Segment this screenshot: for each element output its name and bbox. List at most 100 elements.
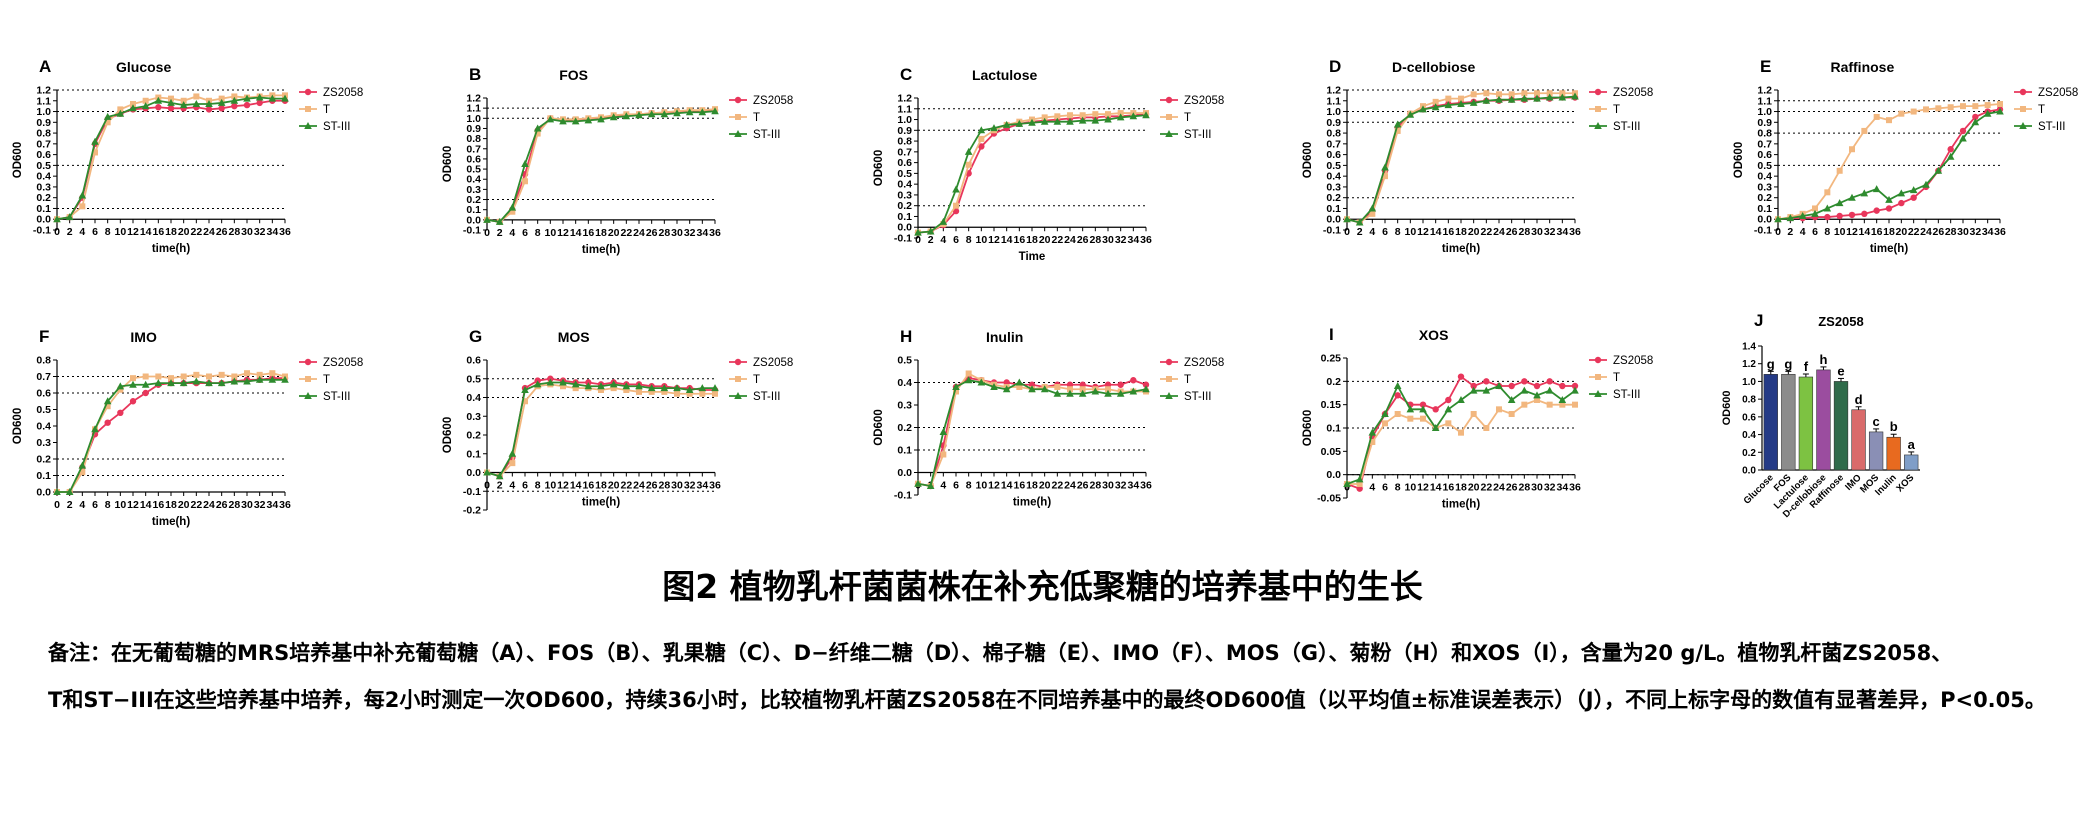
x-tick-label: 2 <box>67 499 73 511</box>
data-point <box>1861 127 1868 134</box>
x-tick-label: 30 <box>1102 234 1114 246</box>
data-point <box>584 382 593 390</box>
x-tick-label: 28 <box>1518 226 1530 238</box>
legend-entry: T <box>1184 112 1191 124</box>
legend-marker <box>735 376 741 382</box>
y-tick-label: 0.9 <box>1757 117 1772 129</box>
data-point <box>65 213 74 221</box>
data-point <box>635 382 643 390</box>
x-tick-label: 20 <box>1468 226 1480 238</box>
x-tick-label: 12 <box>988 234 1000 246</box>
y-tick-label: 0.2 <box>466 430 481 442</box>
data-point <box>1546 378 1553 385</box>
legend-marker <box>1595 106 1601 112</box>
data-point <box>509 208 516 215</box>
data-point <box>155 104 162 111</box>
y-axis-label: OD600 <box>873 409 885 445</box>
x-tick-label: 10 <box>975 480 987 492</box>
bar-XOS <box>1904 454 1919 471</box>
x-tick-label: 24 <box>203 499 215 511</box>
y-tick-label: 0.9 <box>466 123 481 135</box>
data-point <box>1558 396 1567 403</box>
data-point <box>1898 199 1905 207</box>
data-point <box>673 384 681 392</box>
y-tick-label: -0.1 <box>1323 225 1341 237</box>
x-tick-label: 0 <box>54 226 60 238</box>
data-point <box>1419 105 1427 113</box>
data-point <box>1946 152 1955 160</box>
data-point <box>1104 115 1112 123</box>
data-point <box>1356 485 1363 492</box>
data-point <box>1572 401 1578 408</box>
data-point <box>1571 382 1579 390</box>
y-tick-label: 1.0 <box>897 114 912 126</box>
data-point <box>1470 91 1477 98</box>
x-tick-label: 34 <box>1556 226 1568 238</box>
x-tick-label: 26 <box>1506 226 1518 238</box>
data-point <box>1798 212 1807 219</box>
data-point <box>129 398 137 405</box>
chart-panel-I: IXOS-0.050.00.050.10.150.20.250246810121… <box>1302 325 1653 511</box>
y-tick-label: 0.7 <box>36 371 51 383</box>
x-tick-label: 32 <box>1115 234 1127 246</box>
legend-entry: ZS2058 <box>1184 357 1224 369</box>
legend-entry: ZS2058 <box>323 87 363 99</box>
legend-marker <box>1165 130 1173 137</box>
series-line-ZS2058 <box>57 377 285 493</box>
data-point <box>117 106 124 113</box>
y-tick-label: 1.0 <box>466 113 481 125</box>
data-point <box>623 387 630 393</box>
x-tick-label: 34 <box>696 227 708 239</box>
x-tick-label: 2 <box>497 227 503 239</box>
series-line-ST-III <box>486 110 716 223</box>
data-point <box>1066 389 1074 397</box>
bar-MOS <box>1868 431 1884 471</box>
data-point <box>1420 415 1426 422</box>
data-point <box>1947 146 1954 153</box>
y-tick-label: 0.2 <box>897 200 912 212</box>
data-point <box>1116 389 1125 397</box>
data-point <box>1105 386 1111 393</box>
x-tick-label: 8 <box>1395 482 1401 494</box>
data-point <box>91 425 99 433</box>
data-point <box>660 110 669 118</box>
legend-marker <box>1166 114 1172 120</box>
x-tick-label: 8 <box>1395 226 1401 238</box>
data-point <box>1444 101 1453 109</box>
y-tick-label: 0.4 <box>1757 171 1772 183</box>
data-point <box>1910 194 1917 201</box>
x-tick-label: 34 <box>266 226 278 238</box>
data-point <box>534 130 541 137</box>
x-tick-label: 10 <box>1404 226 1416 238</box>
y-tick-label: 0.6 <box>1326 149 1341 161</box>
legend-marker <box>305 376 311 382</box>
data-point <box>990 124 998 132</box>
data-point <box>1934 166 1943 174</box>
x-tick-label: 18 <box>1883 226 1895 238</box>
y-tick-label: -0.05 <box>1317 493 1341 505</box>
data-point <box>1393 120 1402 128</box>
data-point <box>281 375 289 383</box>
x-tick-label: 12 <box>1846 226 1858 238</box>
y-tick-label: 0.8 <box>36 355 51 367</box>
data-point <box>1534 90 1540 97</box>
data-point <box>1571 386 1579 394</box>
legend-entry: T <box>2038 104 2045 116</box>
data-point <box>622 382 631 390</box>
data-point <box>508 449 517 457</box>
x-tick-label: 14 <box>1430 482 1442 494</box>
y-tick-label: 0.15 <box>1321 399 1342 411</box>
data-point <box>218 95 225 102</box>
data-point <box>685 386 694 393</box>
y-tick-label: 0.2 <box>1742 448 1756 459</box>
data-point <box>1444 405 1453 413</box>
data-point <box>1470 411 1477 417</box>
x-axis-label: time(h) <box>582 497 621 509</box>
data-point <box>522 398 528 405</box>
data-point <box>1142 381 1150 388</box>
x-tick-label: 28 <box>1089 480 1101 492</box>
data-point <box>167 98 175 106</box>
legend-marker <box>734 358 742 366</box>
x-tick-label: 22 <box>1480 482 1492 494</box>
data-point <box>609 380 618 388</box>
